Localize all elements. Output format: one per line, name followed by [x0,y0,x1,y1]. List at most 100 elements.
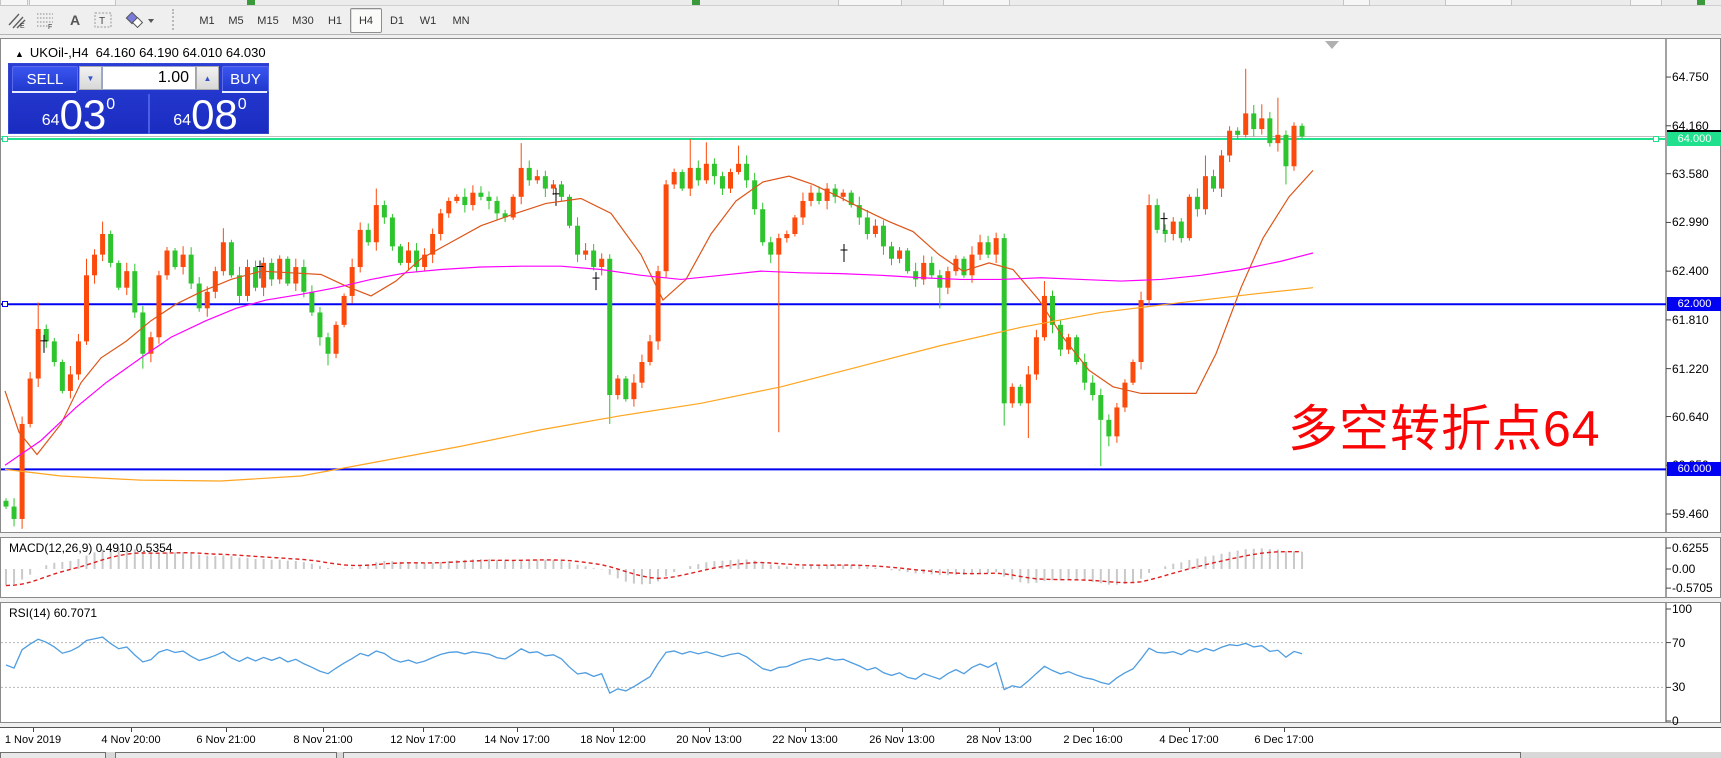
time-tick [423,728,424,732]
timeframe-button-h4[interactable]: H4 [350,8,382,33]
shapes-dropdown-icon[interactable] [122,8,160,31]
macd-scale-0.6255: 0.6255 [1672,541,1709,556]
time-tick [902,728,903,732]
toolbar-button-edge [0,0,28,6]
time-label: 2 Dec 16:00 [1063,734,1123,746]
line-selection-marker[interactable] [1653,136,1659,142]
rsi-label: RSI(14) 60.7071 [9,606,98,620]
timeframe-button-h1[interactable]: H1 [327,14,343,27]
chart-symbol-label: ▲ UKOil-,H4 64.160 64.190 64.010 64.030 [15,45,266,60]
volume-down-button[interactable]: ▼ [79,66,102,90]
macd-scale--0.5705: -0.5705 [1672,581,1713,596]
status-dot [247,0,255,5]
time-tick [131,728,132,732]
level-tag-64.000: 64.000 [1667,132,1721,146]
trade-panel-divider [148,94,150,134]
fibonacci-retracement-icon[interactable]: F [32,8,58,31]
collapse-arrow-icon[interactable]: ▲ [15,49,24,59]
time-label: 6 Dec 17:00 [1254,734,1314,746]
timeframe-button-m30[interactable]: M30 [292,14,314,27]
svg-text:T: T [99,16,105,27]
time-label: 14 Nov 17:00 [484,734,550,746]
sell-price[interactable]: 64 03 0 [9,91,148,138]
sell-price-sup: 0 [106,96,116,113]
price-tick-62.990: 62.990 [1672,215,1709,230]
symbol-name: UKOil-,H4 [29,45,89,60]
level-tag-60.000: 60.000 [1667,462,1721,477]
status-dot [1697,0,1705,5]
timeframe-button-m1[interactable]: M1 [199,14,215,27]
buy-price[interactable]: 64 08 0 [150,91,270,138]
volume-input[interactable]: 1.00 [102,66,196,90]
time-label: 20 Nov 13:00 [676,734,742,746]
level-tag-62.000: 62.000 [1667,297,1721,312]
toolbar-button-edge [943,0,1010,6]
timeframe-button-m15[interactable]: M15 [257,14,279,27]
timeframe-button-d1[interactable]: D1 [389,14,405,27]
candlestick-canvas[interactable] [1,39,1721,532]
buy-button[interactable]: BUY [222,66,269,92]
rsi-scale-70: 70 [1672,635,1686,650]
window-edge-top [0,0,1721,6]
one-click-trading-panel: SELL ▼ 1.00 ▲ BUY 64 03 0 64 08 0 [8,63,270,138]
chart-annotation-text: 多空转折点64 [1288,401,1601,457]
window-edge-bottom [0,752,1721,758]
sell-underline [12,91,76,93]
price-tick-59.460: 59.460 [1672,507,1709,521]
time-label: 22 Nov 13:00 [772,734,838,746]
time-tick [805,728,806,732]
time-label: 12 Nov 17:00 [390,734,456,746]
toolbar-button-edge [1343,0,1370,6]
price-tick-62.400: 62.400 [1672,264,1709,279]
rsi-scale-100: 100 [1672,602,1693,616]
drawing-toolbar: E F A T M1 M5 M15 M30 H1 H4 D1 W1 MN [0,6,1721,35]
time-tick [1284,728,1285,732]
rsi-panel[interactable]: RSI(14) 60.7071 100 70 30 0 [0,602,1721,728]
ohlc-open: 64.160 [95,45,136,60]
svg-text:F: F [48,24,52,29]
macd-scale-0.00: 0.00 [1672,562,1696,576]
time-label: 1 Nov 2019 [4,734,62,746]
time-label: 28 Nov 13:00 [966,734,1032,746]
window-edge-box [115,752,337,758]
toolbar-button-edge [838,0,902,6]
sell-button[interactable]: SELL [12,66,78,92]
text-label-icon[interactable]: T [90,8,116,31]
rsi-scale-0: 0 [1672,714,1679,728]
time-label: 4 Nov 20:00 [101,734,161,746]
time-axis[interactable]: 1 Nov 2019 4 Nov 20:00 6 Nov 21:00 8 Nov 21… [0,727,1721,752]
timeframe-button-m5[interactable]: M5 [228,14,244,27]
main-chart-panel[interactable]: ▲ UKOil-,H4 64.160 64.190 64.010 64.030 S… [0,38,1721,533]
buy-price-sup: 0 [237,96,247,113]
ohlc-high: 64.190 [139,45,179,60]
timeframe-button-w1[interactable]: W1 [419,14,437,27]
line-selection-marker[interactable] [2,136,8,142]
macd-panel[interactable]: MACD(12,26,9) 0.4910 0.5354 0.6255 0.00 -0… [0,537,1721,598]
toolbar-button-edge [1445,0,1512,6]
status-dot [692,0,700,5]
buy-price-big: 08 [191,91,238,138]
buy-underline [222,91,267,93]
toolbar-separator [172,9,179,30]
equidistant-channel-icon[interactable]: E [4,8,30,31]
chart-shift-marker[interactable] [1325,41,1339,49]
time-label: 4 Dec 17:00 [1159,734,1219,746]
price-tick-61.810: 61.810 [1672,312,1709,327]
time-label: 6 Nov 21:00 [196,734,256,746]
text-annotation-icon[interactable]: A [69,11,81,28]
timeframe-button-mn[interactable]: MN [452,14,470,27]
sell-price-big: 03 [59,91,107,138]
volume-up-button[interactable]: ▲ [196,66,219,90]
svg-text:E: E [20,23,25,29]
window-edge-box [0,752,106,758]
macd-values: 0.4910 0.5354 [95,541,173,555]
time-label: 18 Nov 12:00 [580,734,646,746]
line-selection-marker[interactable] [2,301,8,308]
time-tick [33,728,34,732]
toolbar-button-edge [1630,0,1662,6]
time-tick [613,728,614,732]
ohlc-low: 64.010 [182,45,223,60]
price-tick-63.580: 63.580 [1672,166,1709,181]
time-tick [226,728,227,732]
